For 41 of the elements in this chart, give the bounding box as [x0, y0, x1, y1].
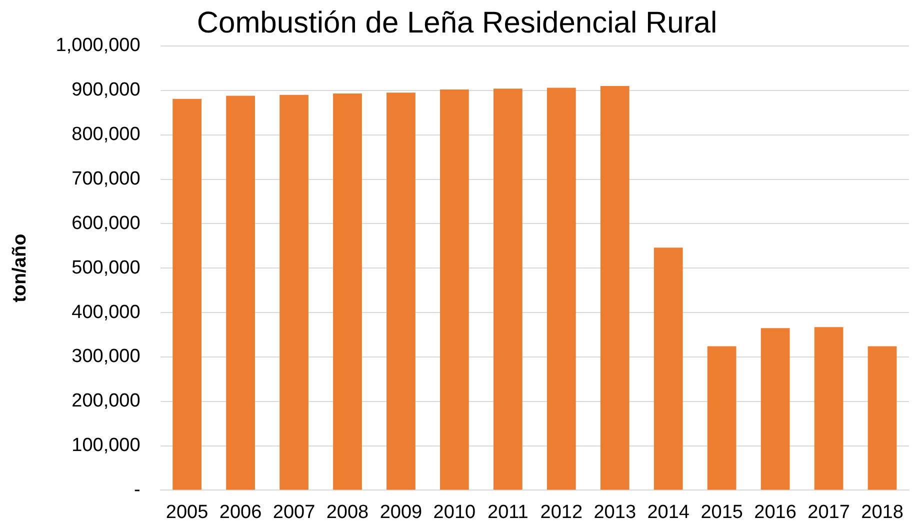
x-tick-label: 2014: [647, 502, 690, 523]
bar: [440, 90, 469, 490]
y-tick-label: 1,000,000: [56, 35, 140, 56]
chart-title: Combustión de Leña Residencial Rural: [196, 6, 718, 40]
y-tick-label: 300,000: [72, 346, 140, 368]
x-tick-label: 2009: [380, 502, 422, 523]
x-tick-label: 2013: [594, 502, 636, 523]
bar: [707, 346, 736, 490]
x-tick-label: 2010: [433, 502, 476, 523]
bar: [760, 328, 790, 490]
x-tick-label: 2006: [219, 502, 262, 523]
y-tick-label: 700,000: [72, 168, 140, 190]
bar: [280, 94, 308, 490]
bar: [386, 92, 416, 490]
y-tick-label: -: [134, 479, 140, 500]
y-tick-label: 400,000: [72, 302, 140, 323]
x-tick-label: 2011: [487, 502, 528, 523]
y-axis-title: ton/año: [10, 234, 31, 302]
x-tick-label: 2016: [754, 502, 796, 523]
bar: [493, 88, 522, 490]
bar: [868, 346, 897, 490]
y-tick-label: 500,000: [72, 257, 140, 278]
x-tick-label: 2007: [272, 502, 316, 523]
x-tick-label: 2018: [861, 502, 904, 523]
y-tick-label: 900,000: [72, 80, 140, 101]
x-tick-label: 2012: [540, 502, 583, 523]
bar: [172, 98, 202, 490]
bar: [814, 327, 844, 490]
bar: [226, 96, 255, 490]
x-tick-label: 2015: [700, 502, 743, 523]
y-tick-label: 800,000: [72, 124, 140, 146]
bar: [654, 248, 683, 490]
bar: [546, 88, 576, 490]
x-tick-label: 2008: [326, 502, 369, 523]
y-tick-label: 200,000: [72, 390, 140, 412]
bar: [333, 94, 362, 490]
x-tick-label: 2005: [166, 502, 208, 523]
bar: [600, 86, 630, 490]
x-tick-label: 2017: [808, 502, 850, 523]
y-tick-label: 600,000: [72, 212, 140, 234]
y-tick-label: 100,000: [72, 435, 140, 456]
